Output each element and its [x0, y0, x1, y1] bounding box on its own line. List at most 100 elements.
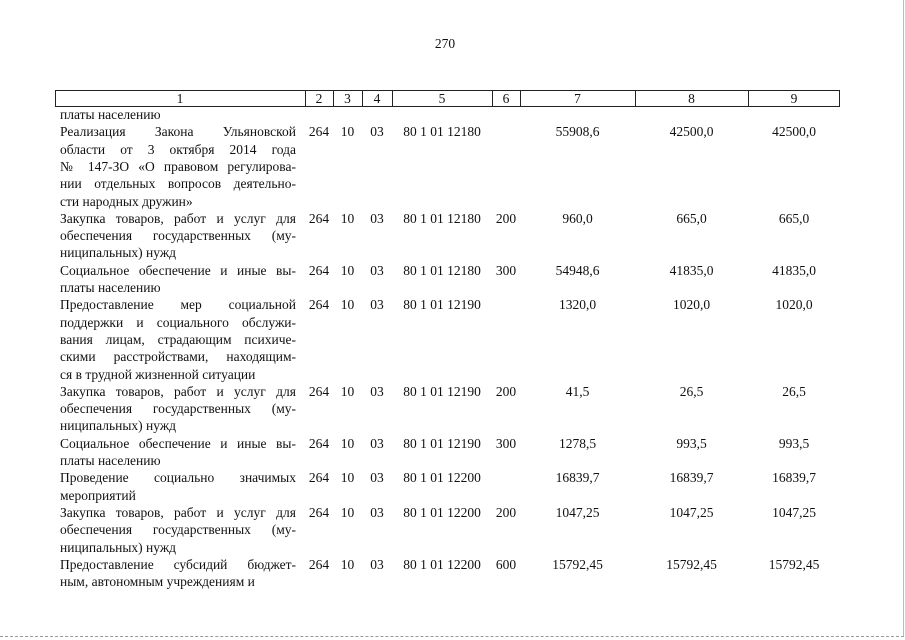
row-text-line: обеспечения государственных (му-	[60, 522, 296, 538]
row-cell: 300	[495, 262, 517, 278]
row-text-line: поддержки и социального обслужи-	[60, 314, 296, 330]
row-cell: 15792,45	[552, 556, 603, 572]
row-cell: 264	[308, 297, 330, 313]
row-cell: 41,5	[565, 383, 590, 399]
row-cell: 80 1 01 12200	[403, 470, 481, 486]
row-text-line: платы населению	[60, 280, 161, 295]
row-cell: 10	[340, 210, 355, 226]
header-divider	[748, 90, 749, 107]
row-cell: 300	[495, 435, 517, 451]
row-cell: 80 1 01 12200	[403, 504, 481, 520]
row-cell: 03	[370, 210, 384, 226]
row-cell: 993,5	[676, 435, 707, 451]
row-cell: 10	[340, 504, 355, 520]
row-cell: 10	[340, 556, 355, 572]
row-cell: 1047,25	[669, 504, 714, 520]
row-cell: 15792,45	[768, 556, 820, 572]
row-text-line: Реализация Закона Ульяновской	[60, 124, 296, 140]
row-cell: 10	[340, 262, 355, 278]
row-cell: 264	[308, 124, 330, 140]
row-text-line: Закупка товаров, работ и услуг для	[60, 504, 296, 520]
row-cell: 80 1 01 12180	[403, 210, 481, 226]
row-cell: 03	[370, 124, 384, 140]
row-text-line: скими расстройствами, находящим-	[60, 349, 296, 365]
row-cell: 264	[308, 435, 330, 451]
header-divider	[305, 90, 306, 107]
header-cell: 4	[373, 91, 381, 106]
row-cell: 03	[370, 470, 384, 486]
header-cell: 6	[502, 91, 510, 106]
header-cell: 5	[438, 91, 446, 106]
row-cell: 16839,7	[772, 470, 816, 486]
row-cell: 15792,45	[666, 556, 717, 572]
header-cell: 9	[790, 91, 798, 106]
row-text-line: платы населению	[60, 107, 161, 122]
row-text-line: Предоставление мер социальной	[60, 297, 296, 313]
row-cell: 03	[370, 435, 384, 451]
row-cell: 200	[495, 504, 517, 520]
row-cell: 10	[340, 383, 355, 399]
row-text-line: № 147-ЗО «О правовом регулирова-	[60, 158, 296, 174]
row-cell: 26,5	[679, 383, 704, 399]
row-cell: 200	[495, 210, 517, 226]
row-cell: 264	[308, 262, 330, 278]
row-cell: 665,0	[676, 210, 707, 226]
row-cell: 42500,0	[669, 124, 714, 140]
row-cell: 1047,25	[555, 504, 600, 520]
row-cell: 03	[370, 262, 384, 278]
row-cell: 80 1 01 12180	[403, 262, 481, 278]
row-cell: 16839,7	[555, 470, 600, 486]
row-cell: 80 1 01 12190	[403, 435, 481, 451]
row-cell: 960,0	[562, 210, 593, 226]
header-border	[55, 90, 840, 107]
row-text-line: сти народных дружин»	[60, 193, 193, 209]
header-cell: 7	[574, 91, 581, 106]
row-text-line: нии отдельных вопросов деятельно-	[60, 176, 296, 192]
row-text-line: области от 3 октября 2014 года	[60, 141, 296, 157]
row-cell: 264	[308, 556, 330, 572]
row-cell: 80 1 01 12180	[403, 124, 481, 140]
row-cell: 993,5	[778, 435, 810, 451]
row-cell: 1020,0	[775, 297, 813, 313]
row-cell: 03	[370, 556, 384, 572]
row-text-line: Закупка товаров, работ и услуг для	[60, 383, 296, 399]
row-cell: 665,0	[778, 210, 810, 226]
row-cell: 264	[308, 383, 330, 399]
row-text-line: ным, автономным учреждениям и	[60, 574, 255, 590]
row-text-line: обеспечения государственных (му-	[60, 401, 296, 417]
row-text-line: ниципальных) нужд	[60, 245, 177, 261]
row-cell: 10	[340, 124, 355, 140]
row-cell: 42500,0	[772, 124, 816, 140]
row-cell: 10	[340, 470, 355, 486]
row-cell: 54948,6	[555, 262, 600, 278]
row-cell: 10	[340, 297, 355, 313]
header-cell: 8	[688, 91, 695, 106]
header-divider	[392, 90, 393, 107]
row-cell: 264	[308, 210, 330, 226]
row-cell: 16839,7	[669, 470, 714, 486]
row-cell: 26,5	[782, 383, 806, 399]
row-cell: 200	[495, 383, 517, 399]
header-divider	[520, 90, 521, 107]
row-cell: 03	[370, 383, 384, 399]
row-text-line: Предоставление субсидий бюджет-	[60, 556, 296, 572]
row-cell: 1020,0	[672, 297, 711, 313]
row-cell: 80 1 01 12190	[403, 383, 481, 399]
header-divider	[362, 90, 363, 107]
row-cell: 80 1 01 12190	[403, 297, 481, 313]
row-text-line: ниципальных) нужд	[60, 418, 177, 434]
row-text-line: вания лицам, страдающим психиче-	[60, 331, 296, 347]
row-text-line: ниципальных) нужд	[60, 539, 177, 555]
row-cell: 264	[308, 504, 330, 520]
row-text-line: мероприятий	[60, 487, 136, 503]
row-cell: 600	[495, 556, 517, 572]
header-cell: 3	[344, 91, 351, 106]
row-text-line: Закупка товаров, работ и услуг для	[60, 210, 296, 226]
row-cell: 1278,5	[558, 435, 597, 451]
header-cell: 1	[176, 91, 184, 106]
row-text-line: Проведение социально значимых	[60, 470, 296, 486]
row-cell: 264	[308, 470, 330, 486]
row-cell: 1320,0	[558, 297, 597, 313]
